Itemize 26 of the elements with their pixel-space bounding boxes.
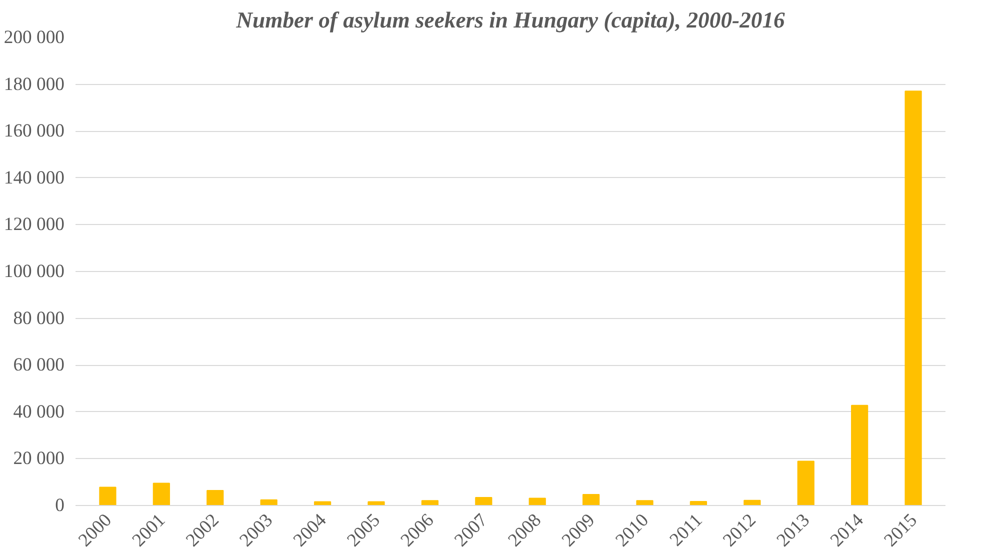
y-tick-label: 140 000	[4, 167, 65, 188]
y-tick-label: 120 000	[4, 214, 65, 236]
y-tick-label: 180 000	[4, 74, 65, 95]
y-tick-label: 100 000	[4, 261, 65, 282]
y-tick-label: 0	[55, 495, 64, 516]
bar	[690, 501, 708, 506]
bar	[797, 460, 814, 506]
y-tick-label: 200 000	[4, 27, 65, 48]
y-tick-label: 80 000	[13, 308, 65, 329]
y-tick-label: 40 000	[13, 401, 65, 422]
bar	[421, 500, 438, 506]
bar	[206, 490, 224, 506]
y-tick-label: 160 000	[4, 120, 65, 142]
bar	[99, 486, 116, 506]
bar	[582, 494, 600, 506]
y-tick-label: 20 000	[13, 448, 65, 470]
bar	[904, 90, 922, 506]
bar	[152, 482, 170, 506]
y-tick-label: 60 000	[13, 354, 65, 376]
bar	[851, 404, 868, 506]
bar	[475, 497, 492, 506]
x-tick-label: 2011	[666, 510, 707, 551]
bar	[636, 500, 654, 506]
chart-title: Number of asylum seekers in Hungary (capita), 2000-2016	[235, 8, 786, 32]
bar	[260, 499, 278, 506]
bar	[528, 498, 546, 506]
